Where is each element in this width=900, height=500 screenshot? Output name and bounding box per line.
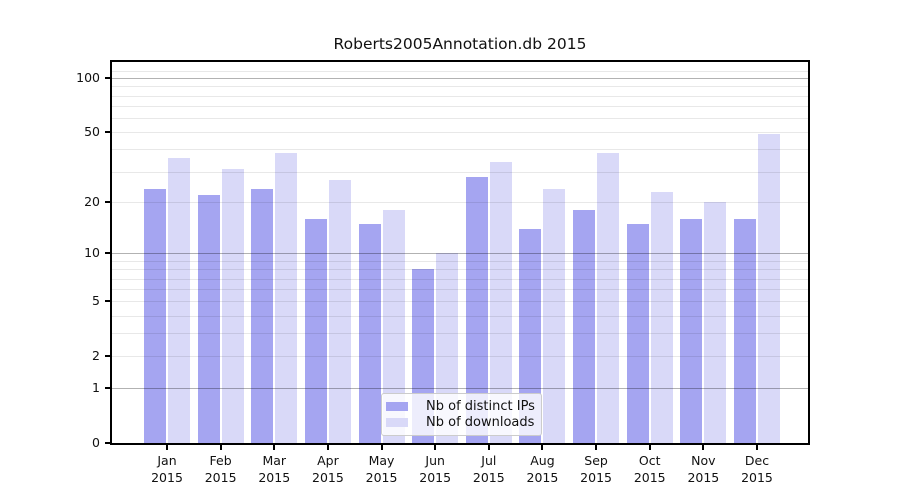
bar-distinct-ips <box>626 223 649 443</box>
gridline-minor <box>112 132 808 134</box>
x-tick-label: Feb 2015 <box>204 453 237 485</box>
bar-distinct-ips <box>465 176 488 443</box>
bar-downloads <box>489 161 512 443</box>
bar-distinct-ips <box>144 188 166 443</box>
x-tick-mark <box>326 443 329 450</box>
gridline-minor <box>112 118 808 120</box>
gridline-major <box>112 78 808 80</box>
x-tick-mark <box>166 443 168 450</box>
bar-downloads <box>597 153 620 443</box>
x-tick-label: Jun 2015 <box>419 453 452 485</box>
x-tick-label: Mar 2015 <box>258 453 291 485</box>
y-tick-label: 5 <box>92 293 100 309</box>
gridline-minor <box>112 278 808 280</box>
legend-label: Nb of distinct IPs <box>426 398 535 414</box>
y-tick-mark <box>105 77 112 80</box>
gridline-major <box>112 253 808 255</box>
y-tick-mark <box>105 442 112 444</box>
y-tick-label: 100 <box>76 70 100 86</box>
chart-title: Roberts2005Annotation.db 2015 <box>333 35 587 53</box>
bar-distinct-ips <box>519 228 542 443</box>
x-tick-mark <box>219 443 222 450</box>
y-tick-mark <box>105 355 112 358</box>
gridline-minor <box>112 70 808 72</box>
x-tick-label: Aug 2015 <box>526 453 559 485</box>
gridline-major <box>112 388 808 390</box>
y-tick-mark <box>105 252 112 255</box>
bar-distinct-ips <box>197 195 220 443</box>
bar-distinct-ips <box>251 188 274 443</box>
gridline-minor <box>112 333 808 335</box>
bar-downloads <box>543 188 566 443</box>
gridline-minor <box>112 106 808 108</box>
bar-distinct-ips <box>680 219 703 443</box>
x-tick-label: Sep 2015 <box>580 453 612 485</box>
y-tick-mark <box>105 387 112 390</box>
gridline-minor <box>112 261 808 262</box>
bar-downloads <box>221 169 244 443</box>
bar-downloads <box>168 157 190 443</box>
x-tick-label: Jul 2015 <box>472 453 505 485</box>
x-tick-label: Oct 2015 <box>633 453 666 485</box>
plot-area <box>112 62 808 443</box>
bar-downloads <box>704 202 727 443</box>
x-tick-mark <box>648 443 651 450</box>
gridline-minor <box>112 95 808 97</box>
legend-label: Nb of downloads <box>426 415 535 431</box>
x-tick-mark <box>755 443 758 450</box>
x-tick-label: Nov 2015 <box>687 453 720 485</box>
gridline-minor <box>112 289 808 291</box>
x-tick-label: Dec 2015 <box>741 453 773 485</box>
gridline-minor <box>112 301 808 303</box>
bar-downloads <box>328 179 351 443</box>
y-tick-label: 20 <box>84 194 100 210</box>
legend-swatch-distinct-ips <box>386 401 408 411</box>
x-tick-mark <box>541 443 544 450</box>
y-tick-label: 2 <box>92 348 100 364</box>
y-tick-mark <box>105 201 112 204</box>
bar-downloads <box>757 133 780 443</box>
gridline-minor <box>112 356 808 358</box>
gridline-minor <box>112 149 808 151</box>
y-tick-label: 1 <box>92 380 100 396</box>
y-tick-label: 0 <box>92 435 100 450</box>
gridline-minor <box>112 315 808 317</box>
bar-downloads <box>650 191 673 443</box>
bar-downloads <box>382 210 405 443</box>
legend-swatch-downloads <box>386 418 408 428</box>
legend-item: Nb of downloads <box>386 415 535 432</box>
x-tick-label: Apr 2015 <box>312 453 344 485</box>
legend: Nb of distinct IPs Nb of downloads <box>381 393 542 436</box>
y-tick-mark <box>105 131 112 134</box>
legend-item: Nb of distinct IPs <box>386 398 535 415</box>
bar-distinct-ips <box>573 210 596 443</box>
x-tick-mark <box>595 443 598 450</box>
x-tick-mark <box>273 443 276 450</box>
x-tick-mark <box>434 443 437 450</box>
y-tick-mark <box>105 300 112 303</box>
y-tick-label: 50 <box>84 124 100 140</box>
gridline-minor <box>112 269 808 271</box>
gridline-minor <box>112 171 808 173</box>
bar-distinct-ips <box>358 223 381 443</box>
bar-downloads <box>275 153 298 443</box>
x-tick-label: May 2015 <box>365 453 398 485</box>
x-tick-mark <box>380 443 383 450</box>
x-tick-mark <box>487 443 490 450</box>
y-tick-label: 10 <box>84 245 100 261</box>
gridline-minor <box>112 202 808 204</box>
x-tick-mark <box>702 443 705 450</box>
x-tick-label: Jan 2015 <box>151 453 183 485</box>
bar-distinct-ips <box>733 219 756 443</box>
bar-distinct-ips <box>304 219 327 443</box>
gridline-minor <box>112 86 808 88</box>
